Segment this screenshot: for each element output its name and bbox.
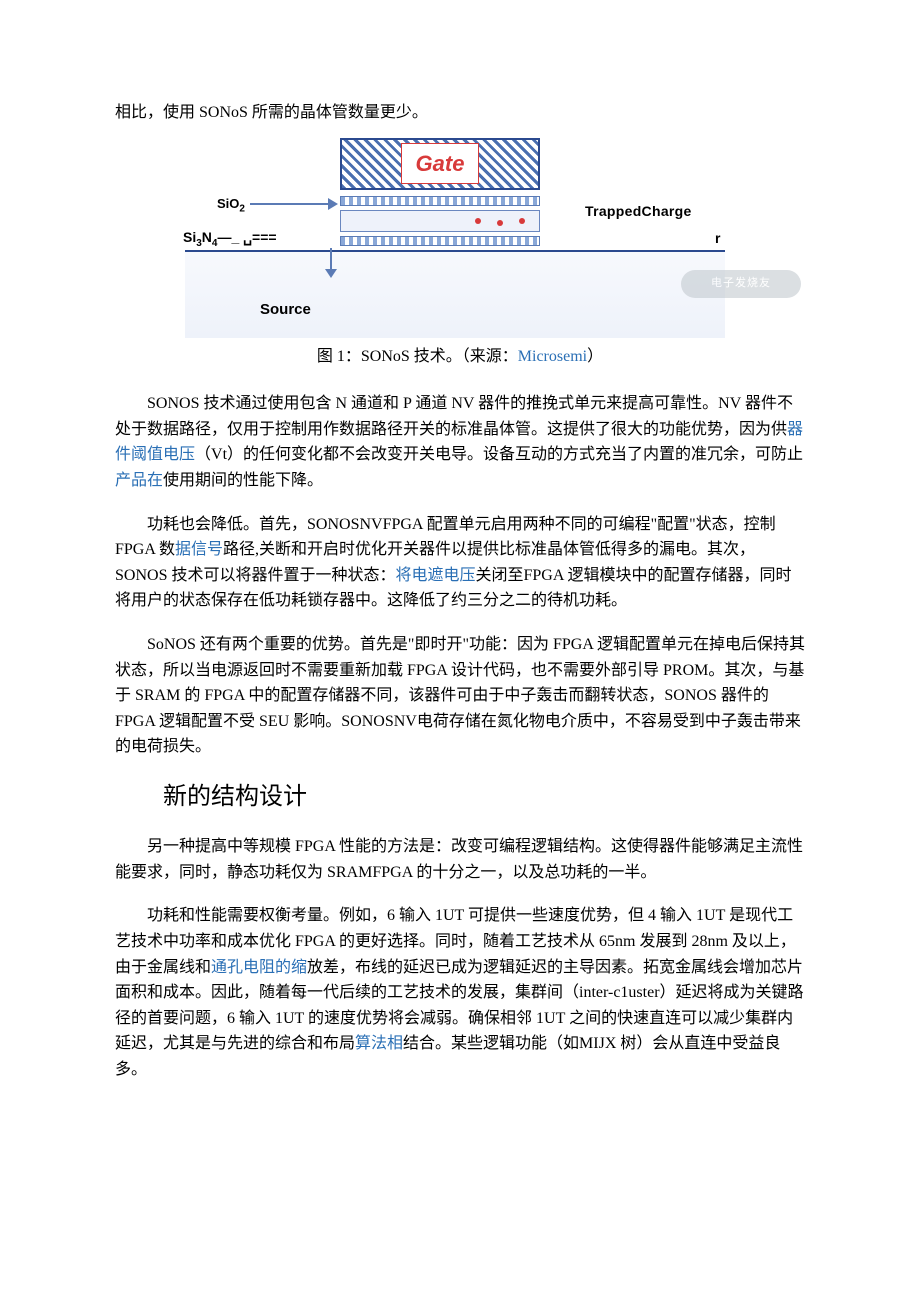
figure-caption: 图 1：SONoS 技术。（来源：Microsemi） bbox=[115, 344, 805, 370]
sonos-diagram: Gate SiO2 Si3N4—_ ␣=== TrappedCharge Sou… bbox=[115, 138, 805, 338]
product-link[interactable]: 产品在 bbox=[115, 472, 163, 489]
paragraph-2: 功耗也会降低。首先，SONOSNVFPGA 配置单元启用两种不同的可编程"配置"… bbox=[115, 512, 805, 614]
p1-text-1: SONOS 技术通过使用包含 N 通道和 P 通道 NV 器件的推挽式单元来提高… bbox=[115, 395, 793, 438]
voltage-off-link[interactable]: 将电遮电压 bbox=[395, 567, 475, 584]
algorithm-link[interactable]: 算法相 bbox=[355, 1035, 403, 1052]
r-label: r bbox=[715, 227, 720, 249]
paragraph-3: SoNOS 还有两个重要的优势。首先是"即时开"功能：因为 FPGA 逻辑配置单… bbox=[115, 632, 805, 760]
gate-label: Gate bbox=[401, 143, 480, 184]
figure-1: Gate SiO2 Si3N4—_ ␣=== TrappedCharge Sou… bbox=[115, 138, 805, 338]
via-resistance-link[interactable]: 通孔电阻的缩 bbox=[211, 959, 307, 976]
sio2-arrow bbox=[250, 198, 338, 210]
gate-box: Gate bbox=[340, 138, 540, 190]
substrate-region bbox=[185, 252, 725, 338]
data-signal-link[interactable]: 据信号 bbox=[175, 541, 223, 558]
paragraph-4: 另一种提高中等规模 FPGA 性能的方法是：改变可编程逻辑结构。这使得器件能够满… bbox=[115, 834, 805, 885]
charge-dot bbox=[519, 218, 525, 224]
oxide-bottom-layer bbox=[340, 236, 540, 246]
charge-dot bbox=[475, 218, 481, 224]
si3n4-label: Si3N4—_ ␣=== bbox=[183, 226, 277, 252]
source-label: Source bbox=[260, 298, 311, 322]
p1-text-3: 使用期间的性能下降。 bbox=[163, 472, 323, 489]
paragraph-5: 功耗和性能需要权衡考量。例如，6 输入 1UT 可提供一些速度优势，但 4 输入… bbox=[115, 903, 805, 1082]
caption-source-link[interactable]: Microsemi bbox=[518, 348, 587, 365]
nitride-layer bbox=[340, 210, 540, 232]
paragraph-1: SONOS 技术通过使用包含 N 通道和 P 通道 NV 器件的推挽式单元来提高… bbox=[115, 391, 805, 493]
p1-text-2: （Vt）的任何变化都不会改变开关电导。设备互动的方式充当了内置的准冗余，可防止 bbox=[195, 446, 803, 463]
caption-text-before: 图 1：SONoS 技术。（来源： bbox=[317, 348, 518, 365]
section-heading-architecture: 新的结构设计 bbox=[163, 778, 805, 816]
sio2-label: SiO2 bbox=[217, 194, 245, 218]
caption-text-after: ） bbox=[587, 348, 603, 365]
charge-dot bbox=[497, 220, 503, 226]
top-fragment-line: 相比，使用 SONoS 所需的晶体管数量更少。 bbox=[115, 100, 805, 126]
source-arrow bbox=[325, 248, 339, 278]
trapped-charge-label: TrappedCharge bbox=[585, 200, 692, 222]
oxide-top-layer bbox=[340, 196, 540, 206]
watermark-badge: 电子发烧友 bbox=[681, 270, 801, 298]
